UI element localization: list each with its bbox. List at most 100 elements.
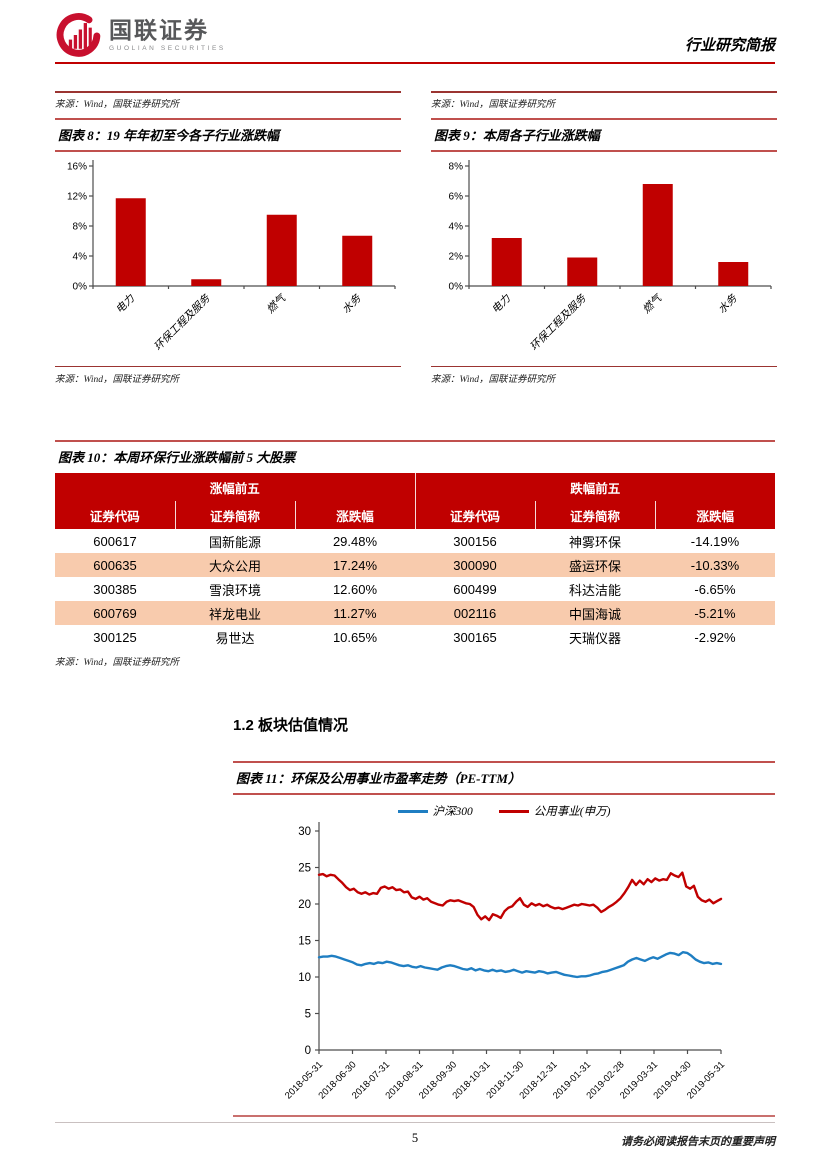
svg-text:电力: 电力	[114, 292, 138, 316]
col-header: 证券代码	[55, 501, 175, 529]
svg-text:10: 10	[298, 972, 311, 984]
weekly-industry-bar-chart: 0% 2% 4% 6% 8% 电力 环保工程及服务 燃气 水务	[449, 160, 772, 354]
figure-8-title: 图表 8：19 年年初至今各子行业涨跌幅	[55, 118, 401, 152]
stock-name: 神雾环保	[568, 534, 621, 550]
utilities-line-swatch	[498, 809, 529, 813]
svg-text:2%: 2%	[449, 252, 464, 263]
header-divider	[55, 62, 775, 64]
svg-text:16%: 16%	[67, 162, 87, 173]
svg-text:水务: 水务	[340, 292, 364, 316]
svg-text:15: 15	[298, 936, 311, 948]
stock-code: 300090	[415, 553, 535, 577]
svg-text:0%: 0%	[73, 282, 88, 293]
figure-9-source: 来源：Wind，国联证券研究所	[431, 366, 777, 385]
stock-name: 雪浪环境	[208, 582, 261, 598]
stock-name: 国新能源	[208, 534, 261, 550]
stock-change: 17.24%	[295, 553, 415, 577]
source-note-prev-right: 来源：Wind，国联证券研究所	[431, 91, 777, 110]
stock-change: 10.65%	[332, 629, 378, 645]
stock-name: 大众公用	[175, 553, 295, 577]
page-number: 5	[411, 1131, 419, 1145]
figure-8-block: 来源：Wind，国联证券研究所 图表 8：19 年年初至今各子行业涨跌幅 0% 4…	[55, 91, 401, 385]
svg-text:12%: 12%	[67, 192, 87, 203]
stock-code: 300125	[93, 629, 137, 645]
hs300-line-swatch	[397, 809, 428, 813]
svg-text:水务: 水务	[716, 292, 740, 316]
logo-text: 国联证券 GUOLIAN SECURITIES	[109, 18, 226, 52]
figure-8-source: 来源：Wind，国联证券研究所	[55, 366, 401, 385]
svg-text:20: 20	[298, 899, 311, 911]
stock-name: 祥龙电业	[175, 601, 295, 625]
table-row: 600635 大众公用 17.24% 300090 盛运环保 -10.33%	[55, 553, 775, 577]
table-row: 600617 国新能源 29.48% 300156 神雾环保 -14.19%	[55, 529, 775, 553]
legend-item-utilities: 公用事业(申万)	[498, 803, 611, 819]
table-row: 300125 易世达 10.65% 300165 天瑞仪器 -2.92%	[55, 625, 775, 649]
figure-10-block: 图表 10：本周环保行业涨跌幅前 5 大股票 涨幅前五 跌幅前五 证券代码 证券…	[55, 440, 775, 668]
col-header: 证券简称	[174, 501, 295, 529]
report-type-label: 行业研究简报	[684, 38, 775, 54]
guolian-logo-icon	[56, 13, 101, 57]
legend-label: 沪深300	[432, 806, 473, 818]
col-header: 涨跌幅	[654, 501, 775, 529]
stock-code: 600617	[93, 533, 137, 549]
svg-text:25: 25	[298, 863, 311, 875]
footer-disclaimer: 请务必阅读报告末页的重要声明	[621, 1136, 775, 1148]
svg-text:8%: 8%	[449, 162, 464, 173]
col-header: 涨跌幅	[294, 501, 415, 529]
figure-11-block: 图表 11：环保及公用事业市盈率走势（PE-TTM） 沪深300 公用事业(申万…	[233, 753, 775, 1117]
legend-label: 公用事业(申万)	[533, 806, 611, 818]
stock-name: 易世达	[215, 630, 255, 646]
svg-text:环保工程及服务: 环保工程及服务	[152, 292, 214, 354]
page-header: 国联证券 GUOLIAN SECURITIES 行业研究简报	[55, 10, 775, 60]
footer-divider	[55, 1122, 775, 1123]
stock-change: -2.92%	[694, 629, 736, 645]
stock-change: -14.19%	[690, 533, 740, 549]
stock-code: 002116	[415, 601, 535, 625]
svg-text:燃气: 燃气	[265, 292, 289, 316]
source-note-prev-left: 来源：Wind，国联证券研究所	[55, 91, 401, 110]
figure-9-title: 图表 9：本周各子行业涨跌幅	[431, 118, 777, 152]
svg-text:6%: 6%	[449, 192, 464, 203]
stock-change: 11.27%	[295, 601, 415, 625]
ytd-industry-bar-chart: 0% 4% 8% 12% 16% 电力 环保工程及服务 燃气 水务	[67, 160, 396, 354]
table-row: 300385 雪浪环境 12.60% 600499 科达洁能 -6.65%	[55, 577, 775, 601]
stock-change: 12.60%	[332, 581, 378, 597]
svg-text:0: 0	[305, 1045, 311, 1057]
stock-change: 29.48%	[332, 533, 378, 549]
group-header-gainers: 涨幅前五	[55, 473, 415, 501]
section-heading: 1.2 板块估值情况	[233, 717, 349, 734]
figure-11-title: 图表 11：环保及公用事业市盈率走势（PE-TTM）	[233, 761, 775, 795]
table-group-header-row: 涨幅前五 跌幅前五	[55, 473, 775, 501]
table-column-header-row: 证券代码 证券简称 涨跌幅 证券代码 证券简称 涨跌幅	[55, 501, 775, 529]
svg-text:30: 30	[298, 826, 311, 838]
logo-name-en: GUOLIAN SECURITIES	[109, 44, 226, 52]
stock-change: -10.33%	[655, 553, 775, 577]
stock-change: -5.21%	[655, 601, 775, 625]
col-header: 证券简称	[534, 501, 655, 529]
svg-text:0%: 0%	[449, 282, 464, 293]
stock-code: 300165	[453, 629, 497, 645]
table-row: 600769 祥龙电业 11.27% 002116 中国海诚 -5.21%	[55, 601, 775, 625]
stock-name: 中国海诚	[535, 601, 655, 625]
figures-row: 来源：Wind，国联证券研究所 图表 8：19 年年初至今各子行业涨跌幅 0% 4…	[55, 91, 777, 385]
stock-code: 300385	[93, 581, 137, 597]
stock-change: -6.65%	[694, 581, 736, 597]
top5-stock-table: 涨幅前五 跌幅前五 证券代码 证券简称 涨跌幅 证券代码 证券简称 涨跌幅 60…	[55, 473, 775, 649]
svg-text:燃气: 燃气	[641, 292, 665, 316]
stock-name: 天瑞仪器	[568, 630, 621, 646]
svg-text:电力: 电力	[490, 292, 514, 316]
group-header-losers: 跌幅前五	[414, 473, 775, 501]
stock-code: 600769	[55, 601, 175, 625]
stock-code: 600635	[55, 553, 175, 577]
company-logo: 国联证券 GUOLIAN SECURITIES	[55, 12, 226, 58]
legend-item-hs300: 沪深300	[397, 803, 473, 819]
svg-text:环保工程及服务: 环保工程及服务	[528, 292, 590, 354]
pe-ttm-line-chart: 0510152025302018-05-312018-06-302018-07-…	[283, 822, 727, 1101]
stock-code: 300156	[453, 533, 497, 549]
col-header: 证券代码	[414, 501, 535, 529]
stock-name: 盛运环保	[535, 553, 655, 577]
chart-legend: 沪深300 公用事业(申万)	[233, 803, 775, 819]
svg-text:4%: 4%	[449, 222, 464, 233]
figure-10-source: 来源：Wind，国联证券研究所	[55, 658, 180, 668]
stock-code: 600499	[453, 581, 497, 597]
